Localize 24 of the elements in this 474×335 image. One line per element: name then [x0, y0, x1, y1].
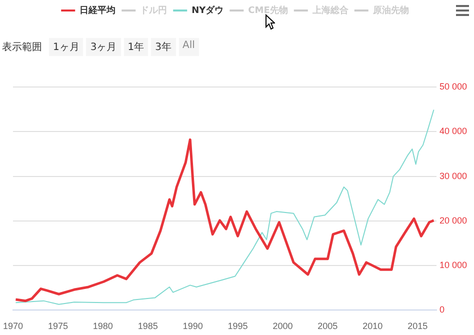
legend-label: 日経平均	[80, 4, 116, 16]
x-tick-label: 2015	[408, 321, 428, 332]
y-tick-label: 10 000	[439, 260, 468, 270]
text: 表示範囲	[2, 40, 43, 55]
x-tick-label: 1995	[228, 321, 248, 332]
x-tick-label: 1975	[48, 321, 68, 332]
text: 3ヶ月	[86, 38, 121, 56]
text: 3年	[151, 38, 176, 56]
text: 1年	[124, 38, 148, 56]
text: All	[178, 38, 199, 56]
legend-label: NYダウ	[192, 4, 224, 16]
x-tick-label: 2000	[272, 321, 293, 332]
text: 1ヶ月	[49, 38, 84, 56]
x-tick-label: 2010	[362, 321, 383, 332]
x-tick-label: 1985	[138, 321, 158, 332]
x-tick-label: 2005	[318, 321, 338, 332]
y-tick-label: 30 000	[439, 170, 468, 181]
x-tick-label: 1980	[92, 321, 113, 332]
y-tick-label: 20 000	[439, 215, 468, 226]
y-tick-label: 50 000	[439, 81, 468, 92]
x-tick-label: 1990	[182, 321, 203, 332]
y-tick-label: 0	[439, 304, 444, 315]
x-tick-label: 1970	[2, 321, 24, 332]
y-tick-label: 40 000	[439, 126, 468, 136]
